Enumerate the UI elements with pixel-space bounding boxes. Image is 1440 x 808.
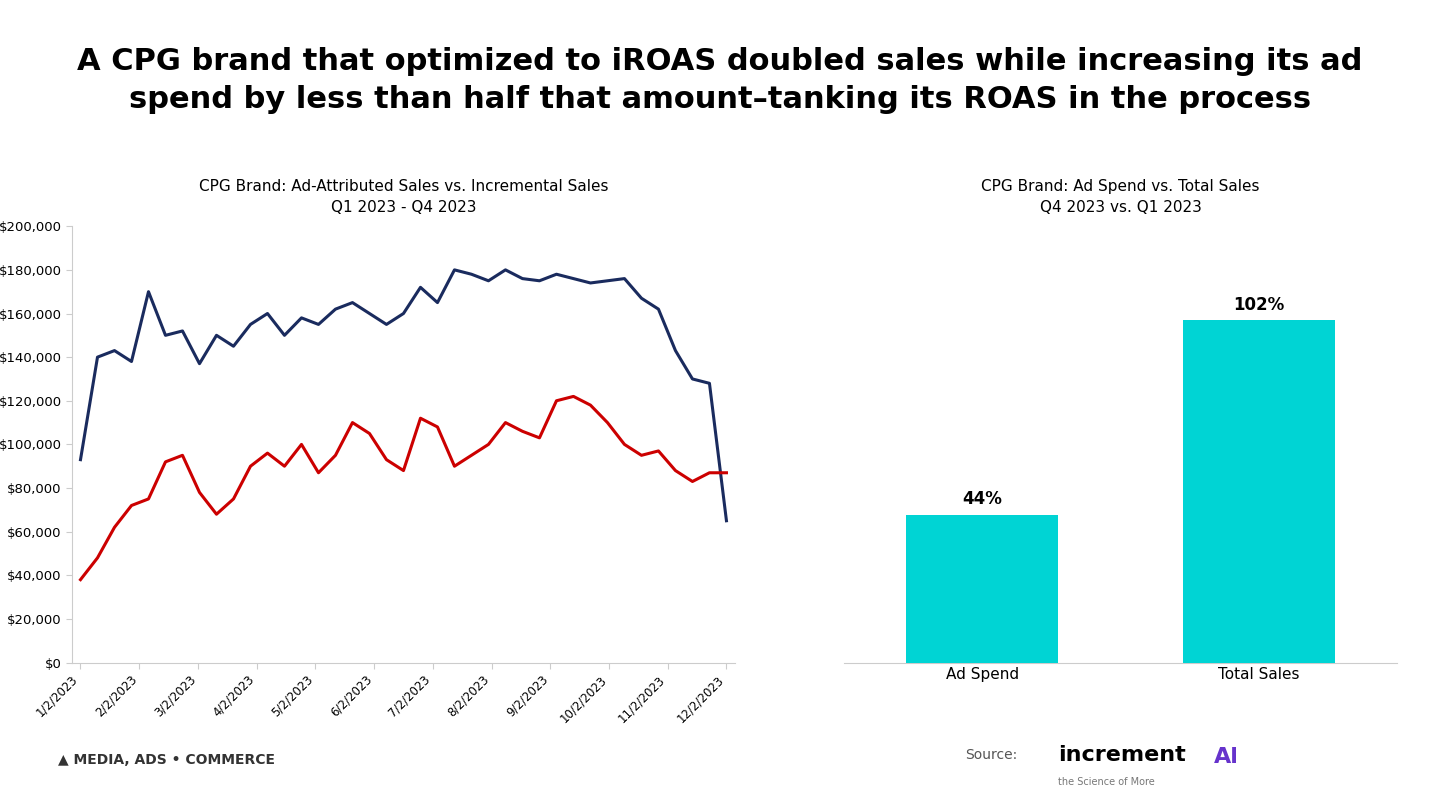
Text: 44%: 44% xyxy=(962,490,1002,508)
Text: increment: increment xyxy=(1058,746,1187,765)
Text: A CPG brand that optimized to iROAS doubled sales while increasing its ad
spend : A CPG brand that optimized to iROAS doub… xyxy=(78,47,1362,115)
Text: Source:: Source: xyxy=(965,748,1017,763)
Text: the Science of More: the Science of More xyxy=(1058,777,1155,787)
Text: Al: Al xyxy=(1214,747,1238,767)
Legend: Ad-Attributed Sales, Incremental Sales: Ad-Attributed Sales, Incremental Sales xyxy=(217,807,590,808)
Title: CPG Brand: Ad Spend vs. Total Sales
Q4 2023 vs. Q1 2023: CPG Brand: Ad Spend vs. Total Sales Q4 2… xyxy=(981,179,1260,216)
Bar xyxy=(907,515,1058,663)
Title: CPG Brand: Ad-Attributed Sales vs. Incremental Sales
Q1 2023 - Q4 2023: CPG Brand: Ad-Attributed Sales vs. Incre… xyxy=(199,179,608,216)
Bar xyxy=(1182,320,1335,663)
Text: 102%: 102% xyxy=(1233,296,1284,314)
Text: ▲ MEDIA, ADS • COMMERCE: ▲ MEDIA, ADS • COMMERCE xyxy=(58,752,275,767)
